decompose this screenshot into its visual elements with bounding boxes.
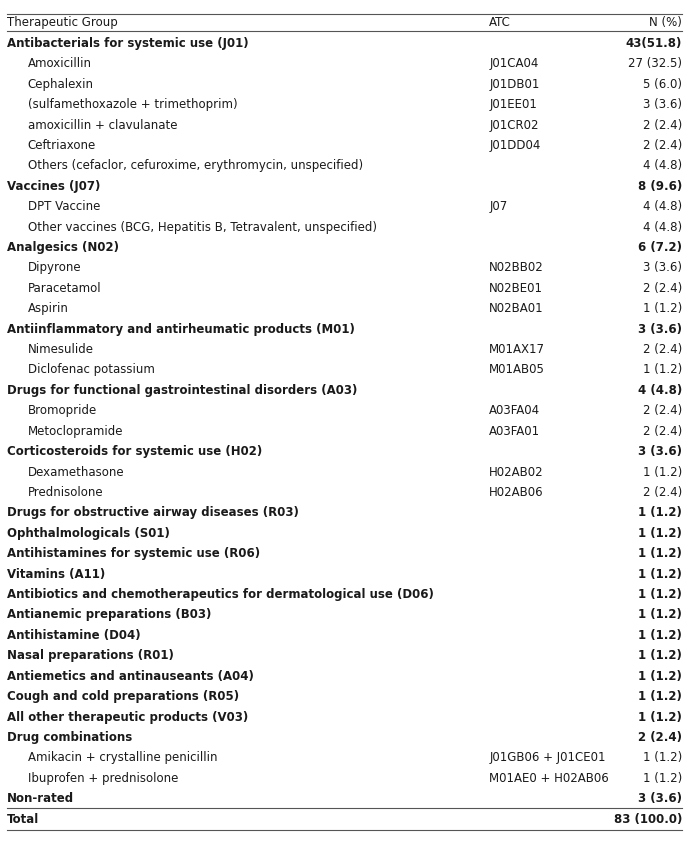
Text: M01AE0 + H02AB06: M01AE0 + H02AB06 xyxy=(489,772,609,784)
Text: 2 (2.4): 2 (2.4) xyxy=(643,486,682,499)
Text: 2 (2.4): 2 (2.4) xyxy=(638,731,682,744)
Text: 1 (1.2): 1 (1.2) xyxy=(643,364,682,377)
Text: 3 (3.6): 3 (3.6) xyxy=(643,98,682,111)
Text: 43(51.8): 43(51.8) xyxy=(626,36,682,50)
Text: 1 (1.2): 1 (1.2) xyxy=(643,751,682,764)
Text: 2 (2.4): 2 (2.4) xyxy=(643,139,682,152)
Text: 1 (1.2): 1 (1.2) xyxy=(638,527,682,540)
Text: 2 (2.4): 2 (2.4) xyxy=(643,425,682,438)
Text: Therapeutic Group: Therapeutic Group xyxy=(7,16,118,30)
Text: 4 (4.8): 4 (4.8) xyxy=(643,200,682,213)
Text: Aspirin: Aspirin xyxy=(28,302,68,315)
Text: M01AX17: M01AX17 xyxy=(489,343,545,356)
Text: Metoclopramide: Metoclopramide xyxy=(28,425,123,438)
Text: J07: J07 xyxy=(489,200,507,213)
Text: 1 (1.2): 1 (1.2) xyxy=(638,670,682,683)
Text: Non-rated: Non-rated xyxy=(7,792,74,806)
Text: M01AB05: M01AB05 xyxy=(489,364,545,377)
Text: 6 (7.2): 6 (7.2) xyxy=(638,241,682,254)
Text: Antiemetics and antinauseants (A04): Antiemetics and antinauseants (A04) xyxy=(7,670,254,683)
Text: J01EE01: J01EE01 xyxy=(489,98,537,111)
Text: ATC: ATC xyxy=(489,16,511,30)
Text: J01DB01: J01DB01 xyxy=(489,78,539,91)
Text: Vitamins (A11): Vitamins (A11) xyxy=(7,567,105,581)
Text: Analgesics (N02): Analgesics (N02) xyxy=(7,241,119,254)
Text: Vaccines (J07): Vaccines (J07) xyxy=(7,180,101,192)
Text: Prednisolone: Prednisolone xyxy=(28,486,103,499)
Text: J01CR02: J01CR02 xyxy=(489,119,539,131)
Text: 5 (6.0): 5 (6.0) xyxy=(643,78,682,91)
Text: Antihistamine (D04): Antihistamine (D04) xyxy=(7,629,141,642)
Text: J01GB06 + J01CE01: J01GB06 + J01CE01 xyxy=(489,751,606,764)
Text: Antibacterials for systemic use (J01): Antibacterials for systemic use (J01) xyxy=(7,36,249,50)
Text: 4 (4.8): 4 (4.8) xyxy=(643,159,682,172)
Text: Antibiotics and chemotherapeutics for dermatological use (D06): Antibiotics and chemotherapeutics for de… xyxy=(7,588,434,601)
Text: Others (cefaclor, cefuroxime, erythromycin, unspecified): Others (cefaclor, cefuroxime, erythromyc… xyxy=(28,159,362,172)
Text: (sulfamethoxazole + trimethoprim): (sulfamethoxazole + trimethoprim) xyxy=(28,98,237,111)
Text: 83 (100.0): 83 (100.0) xyxy=(614,812,682,826)
Text: Diclofenac potassium: Diclofenac potassium xyxy=(28,364,154,377)
Text: DPT Vaccine: DPT Vaccine xyxy=(28,200,100,213)
Text: 4 (4.8): 4 (4.8) xyxy=(638,384,682,397)
Text: Nimesulide: Nimesulide xyxy=(28,343,94,356)
Text: 1 (1.2): 1 (1.2) xyxy=(638,609,682,622)
Text: All other therapeutic products (V03): All other therapeutic products (V03) xyxy=(7,711,248,723)
Text: Paracetamol: Paracetamol xyxy=(28,282,101,295)
Text: N02BB02: N02BB02 xyxy=(489,261,544,275)
Text: 2 (2.4): 2 (2.4) xyxy=(643,282,682,295)
Text: amoxicillin + clavulanate: amoxicillin + clavulanate xyxy=(28,119,177,131)
Text: Ophthalmologicals (S01): Ophthalmologicals (S01) xyxy=(7,527,169,540)
Text: 1 (1.2): 1 (1.2) xyxy=(638,506,682,519)
Text: 1 (1.2): 1 (1.2) xyxy=(638,547,682,561)
Text: Amikacin + crystalline penicillin: Amikacin + crystalline penicillin xyxy=(28,751,217,764)
Text: Dexamethasone: Dexamethasone xyxy=(28,466,124,478)
Text: 1 (1.2): 1 (1.2) xyxy=(638,629,682,642)
Text: 3 (3.6): 3 (3.6) xyxy=(643,261,682,275)
Text: Ibuprofen + prednisolone: Ibuprofen + prednisolone xyxy=(28,772,178,784)
Text: Antianemic preparations (B03): Antianemic preparations (B03) xyxy=(7,609,212,622)
Text: J01CA04: J01CA04 xyxy=(489,58,539,70)
Text: 3 (3.6): 3 (3.6) xyxy=(638,792,682,806)
Text: Bromopride: Bromopride xyxy=(28,404,97,417)
Text: Other vaccines (BCG, Hepatitis B, Tetravalent, unspecified): Other vaccines (BCG, Hepatitis B, Tetrav… xyxy=(28,220,377,233)
Text: 1 (1.2): 1 (1.2) xyxy=(638,711,682,723)
Text: A03FA04: A03FA04 xyxy=(489,404,540,417)
Text: 1 (1.2): 1 (1.2) xyxy=(643,772,682,784)
Text: N02BA01: N02BA01 xyxy=(489,302,544,315)
Text: Drug combinations: Drug combinations xyxy=(7,731,132,744)
Text: N02BE01: N02BE01 xyxy=(489,282,543,295)
Text: 2 (2.4): 2 (2.4) xyxy=(643,119,682,131)
Text: 4 (4.8): 4 (4.8) xyxy=(643,220,682,233)
Text: Drugs for functional gastrointestinal disorders (A03): Drugs for functional gastrointestinal di… xyxy=(7,384,358,397)
Text: Total: Total xyxy=(7,812,39,826)
Text: Cephalexin: Cephalexin xyxy=(28,78,94,91)
Text: Amoxicillin: Amoxicillin xyxy=(28,58,92,70)
Text: Antiinflammatory and antirheumatic products (M01): Antiinflammatory and antirheumatic produ… xyxy=(7,322,355,336)
Text: 1 (1.2): 1 (1.2) xyxy=(638,588,682,601)
Text: H02AB02: H02AB02 xyxy=(489,466,544,478)
Text: 1 (1.2): 1 (1.2) xyxy=(638,650,682,662)
Text: Ceftriaxone: Ceftriaxone xyxy=(28,139,96,152)
Text: 1 (1.2): 1 (1.2) xyxy=(643,466,682,478)
Text: Nasal preparations (R01): Nasal preparations (R01) xyxy=(7,650,174,662)
Text: 8 (9.6): 8 (9.6) xyxy=(638,180,682,192)
Text: 1 (1.2): 1 (1.2) xyxy=(638,567,682,581)
Text: 2 (2.4): 2 (2.4) xyxy=(643,404,682,417)
Text: Antihistamines for systemic use (R06): Antihistamines for systemic use (R06) xyxy=(7,547,260,561)
Text: H02AB06: H02AB06 xyxy=(489,486,544,499)
Text: 2 (2.4): 2 (2.4) xyxy=(643,343,682,356)
Text: 3 (3.6): 3 (3.6) xyxy=(638,445,682,458)
Text: 1 (1.2): 1 (1.2) xyxy=(643,302,682,315)
Text: 3 (3.6): 3 (3.6) xyxy=(638,322,682,336)
Text: Cough and cold preparations (R05): Cough and cold preparations (R05) xyxy=(7,690,239,703)
Text: J01DD04: J01DD04 xyxy=(489,139,541,152)
Text: 1 (1.2): 1 (1.2) xyxy=(638,690,682,703)
Text: Drugs for obstructive airway diseases (R03): Drugs for obstructive airway diseases (R… xyxy=(7,506,299,519)
Text: Dipyrone: Dipyrone xyxy=(28,261,81,275)
Text: Corticosteroids for systemic use (H02): Corticosteroids for systemic use (H02) xyxy=(7,445,262,458)
Text: N (%): N (%) xyxy=(649,16,682,30)
Text: A03FA01: A03FA01 xyxy=(489,425,540,438)
Text: 27 (32.5): 27 (32.5) xyxy=(628,58,682,70)
